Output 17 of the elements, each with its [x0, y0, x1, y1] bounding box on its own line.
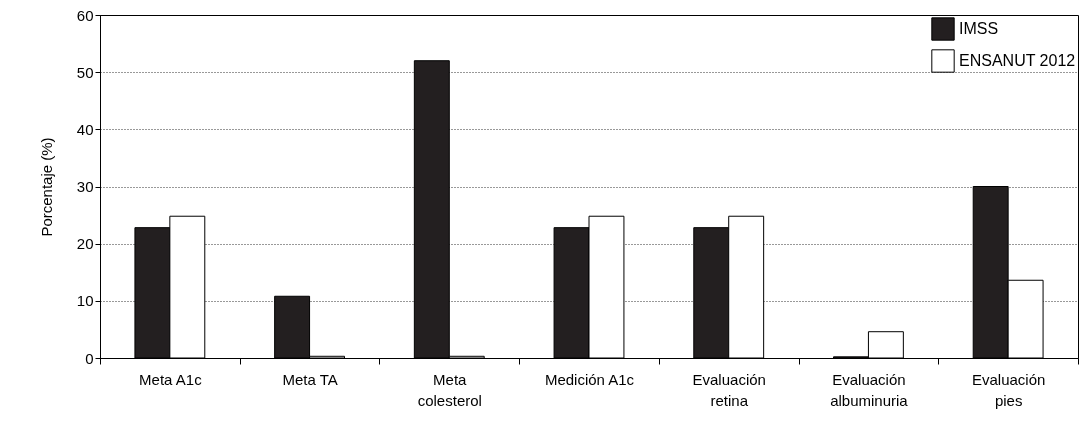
x-tick-label: Meta A1c	[139, 370, 203, 388]
y-tick-label: 10	[76, 292, 94, 310]
x-tick-label: Meta TA	[282, 370, 338, 388]
y-tick-label: 0	[85, 349, 94, 367]
x-tick-label: Evaluación albuminuria	[830, 370, 909, 409]
x-tick-label: Evaluación retina	[692, 370, 766, 409]
y-tick-label: 40	[76, 120, 94, 138]
y-axis-title: Porcentaje (%)	[37, 137, 55, 237]
x-tick-label: Medición A1c	[544, 370, 635, 388]
y-tick-label: 60	[76, 6, 94, 24]
x-tick-label: Evaluación pies	[971, 370, 1046, 409]
y-tick-label: 30	[76, 178, 94, 195]
x-tick-label: Meta colesterol	[417, 370, 482, 409]
y-tick-label: 50	[76, 63, 94, 81]
legend-label: ENSANUT 2012	[959, 52, 1076, 69]
y-tick-label: 20	[76, 235, 94, 253]
legend-label: IMSS	[959, 20, 999, 37]
